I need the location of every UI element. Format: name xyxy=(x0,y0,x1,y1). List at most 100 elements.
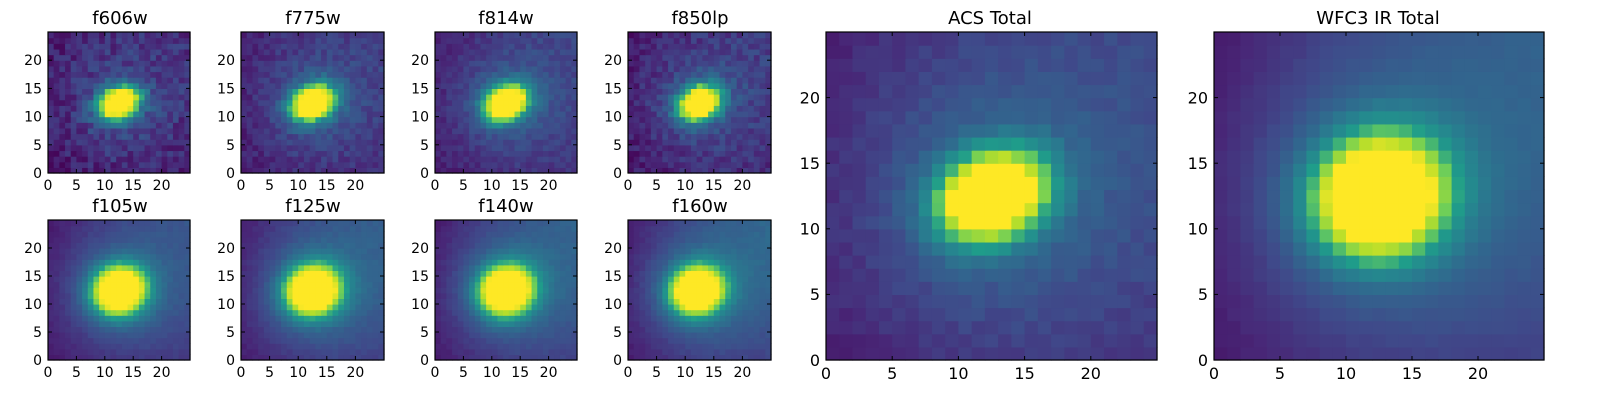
heatmap-cell xyxy=(446,248,453,255)
heatmap-cell xyxy=(178,127,185,135)
heatmap-cell xyxy=(155,139,163,146)
heatmap-cell xyxy=(110,248,117,255)
heatmap-cell xyxy=(99,88,106,95)
heatmap-cell xyxy=(668,43,675,50)
heatmap-cell xyxy=(520,281,527,288)
heatmap-cell xyxy=(514,225,521,232)
heatmap-cell xyxy=(258,354,265,361)
heatmap-cell xyxy=(93,32,100,39)
heatmap-cell xyxy=(474,127,482,135)
heatmap-cell xyxy=(349,161,356,168)
heatmap-cell xyxy=(457,99,464,106)
heatmap-cell xyxy=(520,77,527,84)
heatmap-cell xyxy=(87,32,95,39)
heatmap-cell xyxy=(281,167,288,174)
heatmap-cell xyxy=(559,139,567,146)
heatmap-cell xyxy=(110,65,117,73)
heatmap-cell xyxy=(292,281,299,288)
heatmap-cell xyxy=(446,276,453,283)
heatmap-cell xyxy=(172,139,180,146)
heatmap-cell xyxy=(361,77,368,84)
heatmap-cell xyxy=(292,248,299,255)
heatmap-cell xyxy=(138,150,146,157)
heatmap-cell xyxy=(742,127,749,135)
heatmap-cell xyxy=(480,37,487,44)
heatmap-cell xyxy=(184,150,191,157)
heatmap-cell xyxy=(252,105,259,112)
heatmap-cell xyxy=(633,276,641,283)
heatmap-cell xyxy=(708,167,715,174)
heatmap-cell xyxy=(548,144,555,152)
heatmap-cell xyxy=(736,326,743,333)
heatmap-cell xyxy=(59,315,66,322)
heatmap-cell xyxy=(542,270,550,277)
heatmap-cell xyxy=(110,236,117,243)
heatmap-cell xyxy=(457,315,464,322)
heatmap-cell xyxy=(65,320,72,327)
heatmap-cell xyxy=(48,54,55,61)
heatmap-cell xyxy=(719,133,726,140)
heatmap-cell xyxy=(440,156,447,163)
heatmap-cell xyxy=(520,88,527,95)
heatmap-cell xyxy=(281,37,288,44)
heatmap-cell xyxy=(708,354,715,361)
heatmap-cell xyxy=(440,354,447,361)
heatmap-cell xyxy=(269,354,276,361)
heatmap-cell xyxy=(275,43,282,50)
heatmap-cell xyxy=(656,298,663,305)
heatmap-cell xyxy=(332,326,339,333)
heatmap-cell xyxy=(725,161,732,168)
heatmap-cell xyxy=(531,220,538,227)
heatmap-cell xyxy=(656,332,663,339)
heatmap-cell xyxy=(338,127,345,135)
heatmap-cell xyxy=(469,242,476,249)
heatmap-cell xyxy=(275,71,282,78)
heatmap-cell xyxy=(486,298,493,305)
heatmap-cell xyxy=(662,43,669,50)
heatmap-cell xyxy=(104,77,112,84)
heatmap-cell xyxy=(748,60,755,67)
heatmap-cell xyxy=(690,354,698,361)
heatmap-cell xyxy=(372,161,379,168)
heatmap-cell xyxy=(531,60,538,67)
heatmap-cell xyxy=(338,259,345,266)
heatmap-cell xyxy=(753,150,761,157)
heatmap-cell xyxy=(372,94,379,101)
heatmap-cell xyxy=(87,220,95,227)
heatmap-cell xyxy=(497,320,504,327)
heatmap-cell xyxy=(338,60,345,67)
heatmap-cell xyxy=(110,309,117,316)
heatmap-cell xyxy=(252,82,259,89)
heatmap-cell xyxy=(155,71,163,78)
heatmap-cell xyxy=(435,332,442,339)
heatmap-cell xyxy=(315,348,322,355)
heatmap-cell xyxy=(633,309,641,316)
heatmap-cell xyxy=(110,116,117,123)
heatmap-cell xyxy=(48,32,55,39)
heatmap-cell xyxy=(457,220,464,227)
heatmap-cell xyxy=(463,236,470,243)
heatmap-cell xyxy=(104,248,112,255)
heatmap-cell xyxy=(48,225,55,232)
heatmap-cell xyxy=(252,264,259,271)
heatmap-cell xyxy=(742,54,749,61)
heatmap-cell xyxy=(725,287,732,294)
heatmap-cell xyxy=(178,292,185,299)
heatmap-cell xyxy=(167,253,174,260)
heatmap-cell xyxy=(736,133,743,140)
heatmap-cell xyxy=(486,309,493,316)
heatmap-cell xyxy=(668,150,675,157)
heatmap-cell xyxy=(116,156,123,163)
heatmap-cell xyxy=(525,276,533,283)
heatmap-cell xyxy=(537,259,544,266)
heatmap-cell xyxy=(286,94,294,101)
heatmap-cell xyxy=(292,71,299,78)
heatmap-cell xyxy=(531,276,538,283)
heatmap-cell xyxy=(378,161,385,168)
heatmap-cell xyxy=(133,65,140,73)
heatmap-cell xyxy=(633,144,641,152)
heatmap-cell xyxy=(263,82,271,89)
heatmap-cell xyxy=(355,48,362,56)
heatmap-cell xyxy=(753,337,761,344)
heatmap-cell xyxy=(486,270,493,277)
